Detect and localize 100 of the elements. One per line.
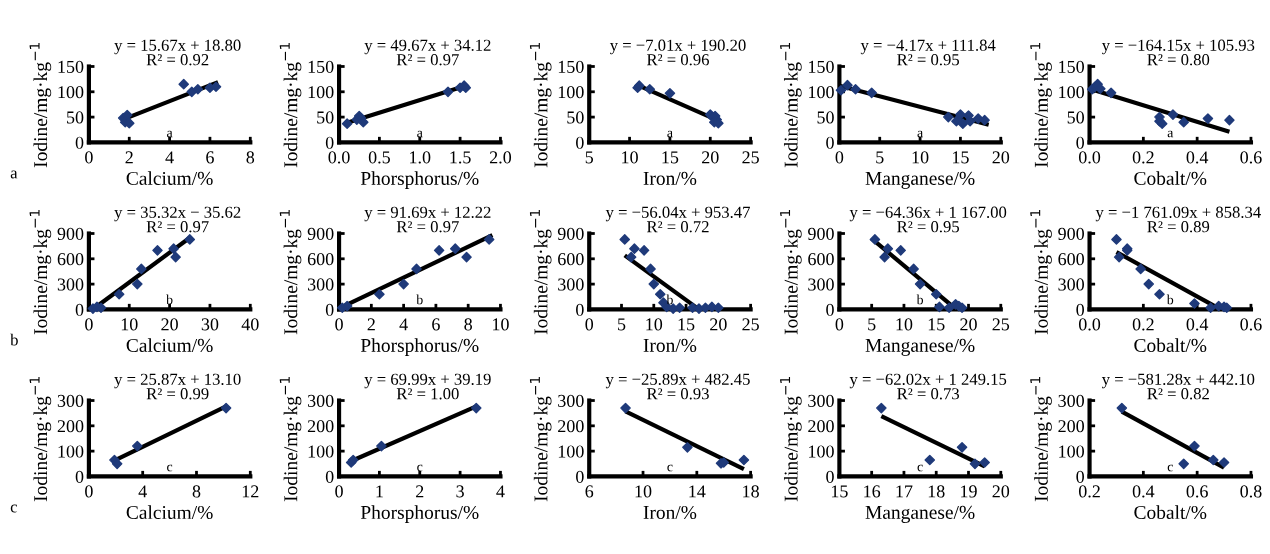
x-tick-label: 0.5 xyxy=(368,151,390,164)
annotation: a xyxy=(1167,130,1174,138)
x-tick-label: 25 xyxy=(992,318,1010,331)
y-tick-label: 0 xyxy=(75,136,84,149)
text: y = 35.32x − 35.62 xyxy=(114,206,241,222)
text: R² = 0.93 xyxy=(646,388,709,400)
y-axis-title: Iodine/mg·kg$^{−1}$ xyxy=(29,42,52,168)
annotation: c xyxy=(167,464,173,472)
x-tick-label: 30 xyxy=(201,318,219,331)
y-tick-label: 100 xyxy=(809,445,834,458)
y-tick-label: 0 xyxy=(325,470,334,483)
x-tick-label: 3 xyxy=(456,485,464,498)
x-tick-label: 8 xyxy=(192,485,201,498)
x-axis-title: Calcium/% xyxy=(126,171,213,186)
x-tick-label: 2.0 xyxy=(489,151,512,164)
text: y = 25.87x + 13.10 xyxy=(114,373,241,389)
y-axis-title: Iodine/mg·kg$^{−1}$ xyxy=(29,210,52,335)
y-tick-label: 300 xyxy=(1058,278,1084,291)
text: R² = 0.97 xyxy=(396,54,459,66)
text: R² = 0.82 xyxy=(1147,388,1209,400)
x-tick-label: 8 xyxy=(464,318,473,331)
text: y = −25.89x + 482.45 xyxy=(605,373,750,389)
x-axis-title: Iron/% xyxy=(643,338,697,353)
y-axis-title: Iodine/mg·kg$^{−1}$ xyxy=(279,377,302,502)
y-axis-title: Iodine/mg·kg$^{−1}$ xyxy=(1030,42,1052,168)
y-tick-label: 200 xyxy=(307,420,334,433)
x-tick-label: 15 xyxy=(953,151,969,164)
y-tick-label: 50 xyxy=(567,111,584,124)
text: y = 69.99x + 39.19 xyxy=(364,373,491,389)
x-axis-title: Cobalt/% xyxy=(1134,338,1207,353)
text: y = −64.36x + 1 167.00 xyxy=(849,206,1007,222)
x-tick-label: 4 xyxy=(138,485,147,498)
y-tick-label: 0 xyxy=(576,136,584,149)
x-tick-label: 0.6 xyxy=(1240,318,1262,331)
x-tick-label: 20 xyxy=(992,151,1010,164)
x-axis-title: Manganese/% xyxy=(865,505,975,523)
y-tick-label: 0 xyxy=(75,303,84,316)
y-tick-label: 900 xyxy=(1058,227,1084,240)
x-tick-label: 10 xyxy=(121,318,138,331)
y-tick-label: 300 xyxy=(57,278,84,291)
text: R² = 0.97 xyxy=(396,221,459,233)
text: c xyxy=(10,504,18,513)
annotation: b xyxy=(416,294,423,305)
y-tick-label: 300 xyxy=(808,278,834,291)
x-tick-label: 0.4 xyxy=(1186,318,1209,331)
text: y = −62.02x + 1 249.15 xyxy=(849,373,1007,389)
annotation: a xyxy=(167,130,173,138)
x-tick-label: 0 xyxy=(85,485,93,498)
x-tick-label: 4 xyxy=(165,151,174,164)
y-tick-label: 0 xyxy=(826,136,834,149)
x-tick-label: 25 xyxy=(742,318,759,331)
text: y = −56.04x + 953.47 xyxy=(605,206,750,222)
x-tick-label: 0.6 xyxy=(1240,151,1262,164)
x-tick-label: 0.2 xyxy=(1078,485,1100,498)
y-tick-label: 300 xyxy=(558,394,584,407)
x-tick-label: 0 xyxy=(335,318,343,331)
y-tick-label: 900 xyxy=(808,227,834,240)
y-axis-title: Iodine/mg·kg$^{−1}$ xyxy=(529,42,552,168)
x-tick-label: 20 xyxy=(710,318,727,331)
x-axis-title: Calcium/% xyxy=(126,505,213,520)
annotation: c xyxy=(1167,464,1173,472)
x-tick-label: 15 xyxy=(678,318,695,331)
y-tick-label: 200 xyxy=(808,420,834,433)
text: R² = 0.72 xyxy=(646,221,709,233)
y-tick-label: 0 xyxy=(75,470,84,483)
y-tick-label: 0 xyxy=(1076,136,1084,149)
annotation: b xyxy=(1166,294,1174,305)
x-axis-title: Phorsphorus/% xyxy=(360,171,479,189)
text: y = 15.67x + 18.80 xyxy=(114,39,241,55)
x-tick-label: 5 xyxy=(618,318,626,331)
y-tick-label: 300 xyxy=(1058,394,1084,407)
text: R² = 0.80 xyxy=(1147,54,1210,66)
text: y = −7.01x + 190.20 xyxy=(609,39,746,55)
y-axis-title: Iodine/mg·kg$^{−1}$ xyxy=(29,377,52,502)
text: R² = 0.95 xyxy=(897,221,960,233)
text: R² = 0.96 xyxy=(646,54,709,66)
x-tick-label: 16 xyxy=(864,485,881,498)
y-tick-label: 600 xyxy=(1058,253,1084,266)
x-tick-label: 0.0 xyxy=(1078,318,1101,331)
x-axis-title: Manganese/% xyxy=(865,171,975,189)
text: a xyxy=(10,170,18,179)
annotation: c xyxy=(917,464,923,472)
y-tick-label: 600 xyxy=(57,253,84,266)
x-tick-label: 0 xyxy=(585,318,594,331)
y-axis-title: Iodine/mg·kg$^{−1}$ xyxy=(780,377,802,502)
y-tick-label: 50 xyxy=(67,111,84,124)
y-tick-label: 100 xyxy=(1059,86,1084,99)
x-axis-title: Phorsphorus/% xyxy=(360,338,479,356)
y-tick-label: 150 xyxy=(809,60,834,73)
text: y = 49.67x + 34.12 xyxy=(364,39,491,55)
x-tick-label: 10 xyxy=(493,318,509,331)
y-tick-label: 0 xyxy=(576,303,584,316)
x-tick-label: 0.4 xyxy=(1186,151,1209,164)
x-tick-label: 0.8 xyxy=(1240,485,1262,498)
x-tick-label: 0.6 xyxy=(1186,485,1208,498)
y-tick-label: 200 xyxy=(1058,420,1084,433)
text: R² = 0.92 xyxy=(146,54,209,66)
y-tick-label: 100 xyxy=(58,86,84,99)
x-axis-title: Iron/% xyxy=(643,505,697,520)
annotation: a xyxy=(417,130,423,138)
